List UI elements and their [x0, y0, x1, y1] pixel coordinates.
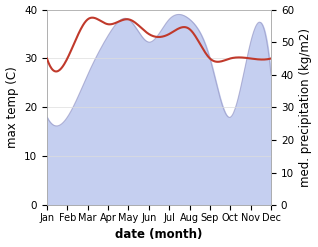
X-axis label: date (month): date (month) — [115, 228, 203, 242]
Y-axis label: med. precipitation (kg/m2): med. precipitation (kg/m2) — [300, 28, 313, 187]
Y-axis label: max temp (C): max temp (C) — [5, 66, 18, 148]
